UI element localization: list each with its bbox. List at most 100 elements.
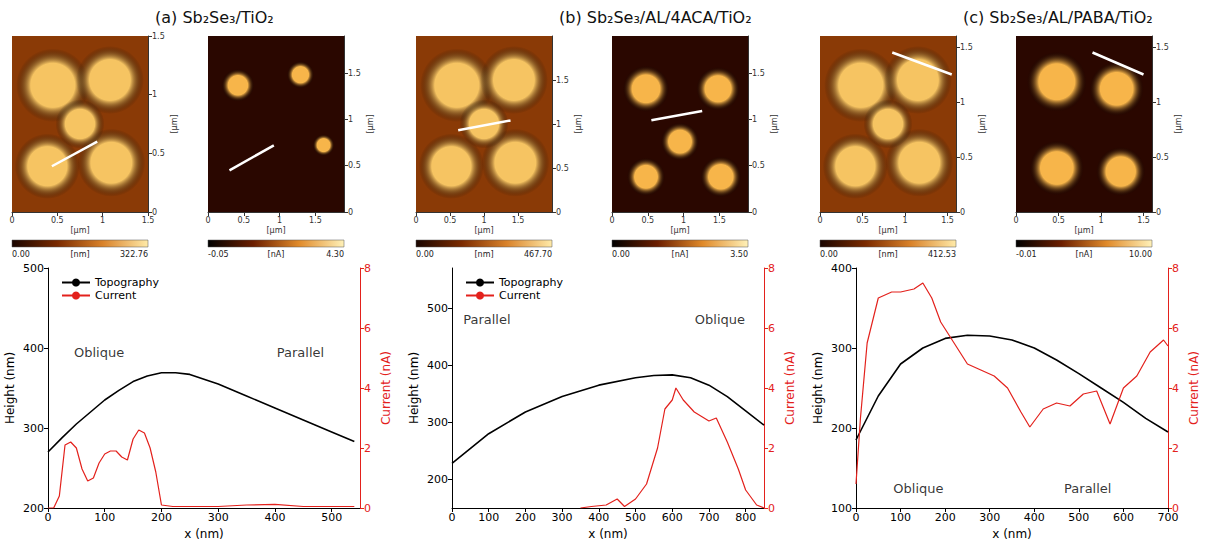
svg-text:6: 6 xyxy=(364,322,371,335)
svg-text:[nm]: [nm] xyxy=(474,250,493,259)
svg-text:1: 1 xyxy=(100,216,105,225)
svg-text:1.5: 1.5 xyxy=(960,43,973,52)
svg-text:Oblique: Oblique xyxy=(695,312,745,327)
svg-text:2: 2 xyxy=(768,442,775,455)
svg-text:500: 500 xyxy=(23,262,44,275)
svg-text:300: 300 xyxy=(552,511,573,524)
svg-text:[nA]: [nA] xyxy=(268,250,285,259)
svg-text:1.5: 1.5 xyxy=(309,216,322,225)
svg-text:600: 600 xyxy=(1113,511,1134,524)
svg-text:Topography: Topography xyxy=(498,276,563,289)
svg-text:600: 600 xyxy=(662,511,683,524)
svg-text:Current: Current xyxy=(95,289,137,302)
svg-text:[nm]: [nm] xyxy=(70,250,89,259)
svg-text:0: 0 xyxy=(817,216,822,225)
svg-text:x (nm): x (nm) xyxy=(992,527,1032,541)
svg-text:Current (nA): Current (nA) xyxy=(379,351,393,425)
svg-text:0: 0 xyxy=(364,502,371,515)
svg-text:700: 700 xyxy=(698,511,719,524)
svg-text:500: 500 xyxy=(427,302,448,315)
svg-text:Parallel: Parallel xyxy=(277,345,324,360)
svg-text:200: 200 xyxy=(427,473,448,486)
svg-text:0: 0 xyxy=(853,511,860,524)
svg-text:100: 100 xyxy=(478,511,499,524)
svg-text:400: 400 xyxy=(1024,511,1045,524)
svg-text:[nm]: [nm] xyxy=(878,250,897,259)
svg-text:800: 800 xyxy=(735,511,756,524)
svg-text:1: 1 xyxy=(556,120,561,129)
svg-text:1: 1 xyxy=(1098,216,1103,225)
svg-text:[μm]: [μm] xyxy=(474,226,493,235)
svg-text:400: 400 xyxy=(427,359,448,372)
svg-text:0: 0 xyxy=(609,216,614,225)
svg-text:(a) Sb₂Se₃/TiO₂: (a) Sb₂Se₃/TiO₂ xyxy=(155,8,274,27)
svg-text:[nA]: [nA] xyxy=(672,250,689,259)
svg-text:0: 0 xyxy=(960,208,965,217)
svg-text:[μm]: [μm] xyxy=(770,114,779,133)
svg-text:1.5: 1.5 xyxy=(1156,43,1169,52)
svg-text:1: 1 xyxy=(481,216,486,225)
svg-text:1: 1 xyxy=(752,115,757,124)
svg-text:700: 700 xyxy=(1158,511,1179,524)
svg-text:4.30: 4.30 xyxy=(326,250,344,259)
svg-text:x (nm): x (nm) xyxy=(184,527,224,541)
svg-text:[μm]: [μm] xyxy=(1074,226,1093,235)
svg-text:0.5: 0.5 xyxy=(152,149,165,158)
svg-text:1: 1 xyxy=(960,98,965,107)
svg-text:1.5: 1.5 xyxy=(152,32,165,41)
svg-text:1.5: 1.5 xyxy=(752,69,765,78)
svg-text:10.00: 10.00 xyxy=(1129,250,1152,259)
svg-text:4: 4 xyxy=(768,382,775,395)
svg-text:x (nm): x (nm) xyxy=(588,527,628,541)
svg-text:0.00: 0.00 xyxy=(820,250,838,259)
svg-text:1.5: 1.5 xyxy=(556,76,569,85)
svg-text:[nA]: [nA] xyxy=(1076,250,1093,259)
svg-text:400: 400 xyxy=(23,342,44,355)
svg-text:400: 400 xyxy=(588,511,609,524)
svg-text:6: 6 xyxy=(768,322,775,335)
svg-text:300: 300 xyxy=(831,342,852,355)
svg-text:200: 200 xyxy=(935,511,956,524)
svg-text:0: 0 xyxy=(752,208,757,217)
svg-text:500: 500 xyxy=(321,511,342,524)
svg-text:300: 300 xyxy=(979,511,1000,524)
svg-text:1: 1 xyxy=(1156,98,1161,107)
svg-text:0.5: 0.5 xyxy=(1156,153,1169,162)
svg-text:Current: Current xyxy=(499,289,541,302)
svg-text:0.5: 0.5 xyxy=(348,161,361,170)
svg-text:(b) Sb₂Se₃/AL/4ACA/TiO₂: (b) Sb₂Se₃/AL/4ACA/TiO₂ xyxy=(559,8,752,27)
svg-text:1: 1 xyxy=(681,216,686,225)
svg-text:100: 100 xyxy=(94,511,115,524)
svg-text:2: 2 xyxy=(1172,442,1179,455)
svg-text:4: 4 xyxy=(1172,382,1179,395)
svg-text:400: 400 xyxy=(831,262,852,275)
svg-text:500: 500 xyxy=(625,511,646,524)
svg-text:8: 8 xyxy=(364,262,371,275)
svg-text:467.70: 467.70 xyxy=(524,250,552,259)
svg-text:[μm]: [μm] xyxy=(978,114,987,133)
svg-text:1.5: 1.5 xyxy=(1137,216,1150,225)
svg-text:100: 100 xyxy=(831,502,852,515)
svg-text:0.5: 0.5 xyxy=(51,216,64,225)
svg-text:200: 200 xyxy=(831,422,852,435)
svg-text:[μm]: [μm] xyxy=(574,114,583,133)
svg-text:Parallel: Parallel xyxy=(1064,481,1111,496)
svg-text:6: 6 xyxy=(1172,322,1179,335)
svg-text:0: 0 xyxy=(348,208,353,217)
svg-text:0.00: 0.00 xyxy=(416,250,434,259)
svg-text:Oblique: Oblique xyxy=(74,345,124,360)
svg-text:1.5: 1.5 xyxy=(348,69,361,78)
svg-text:0: 0 xyxy=(1156,208,1161,217)
svg-text:200: 200 xyxy=(151,511,172,524)
svg-text:Height (nm): Height (nm) xyxy=(3,352,17,424)
svg-text:0: 0 xyxy=(413,216,418,225)
svg-text:0.00: 0.00 xyxy=(612,250,630,259)
svg-text:[μm]: [μm] xyxy=(878,226,897,235)
svg-text:400: 400 xyxy=(264,511,285,524)
svg-text:412.53: 412.53 xyxy=(928,250,956,259)
svg-text:Height (nm): Height (nm) xyxy=(407,352,421,424)
svg-text:0: 0 xyxy=(9,216,14,225)
svg-text:322.76: 322.76 xyxy=(120,250,148,259)
svg-text:8: 8 xyxy=(1172,262,1179,275)
svg-text:[μm]: [μm] xyxy=(70,226,89,235)
